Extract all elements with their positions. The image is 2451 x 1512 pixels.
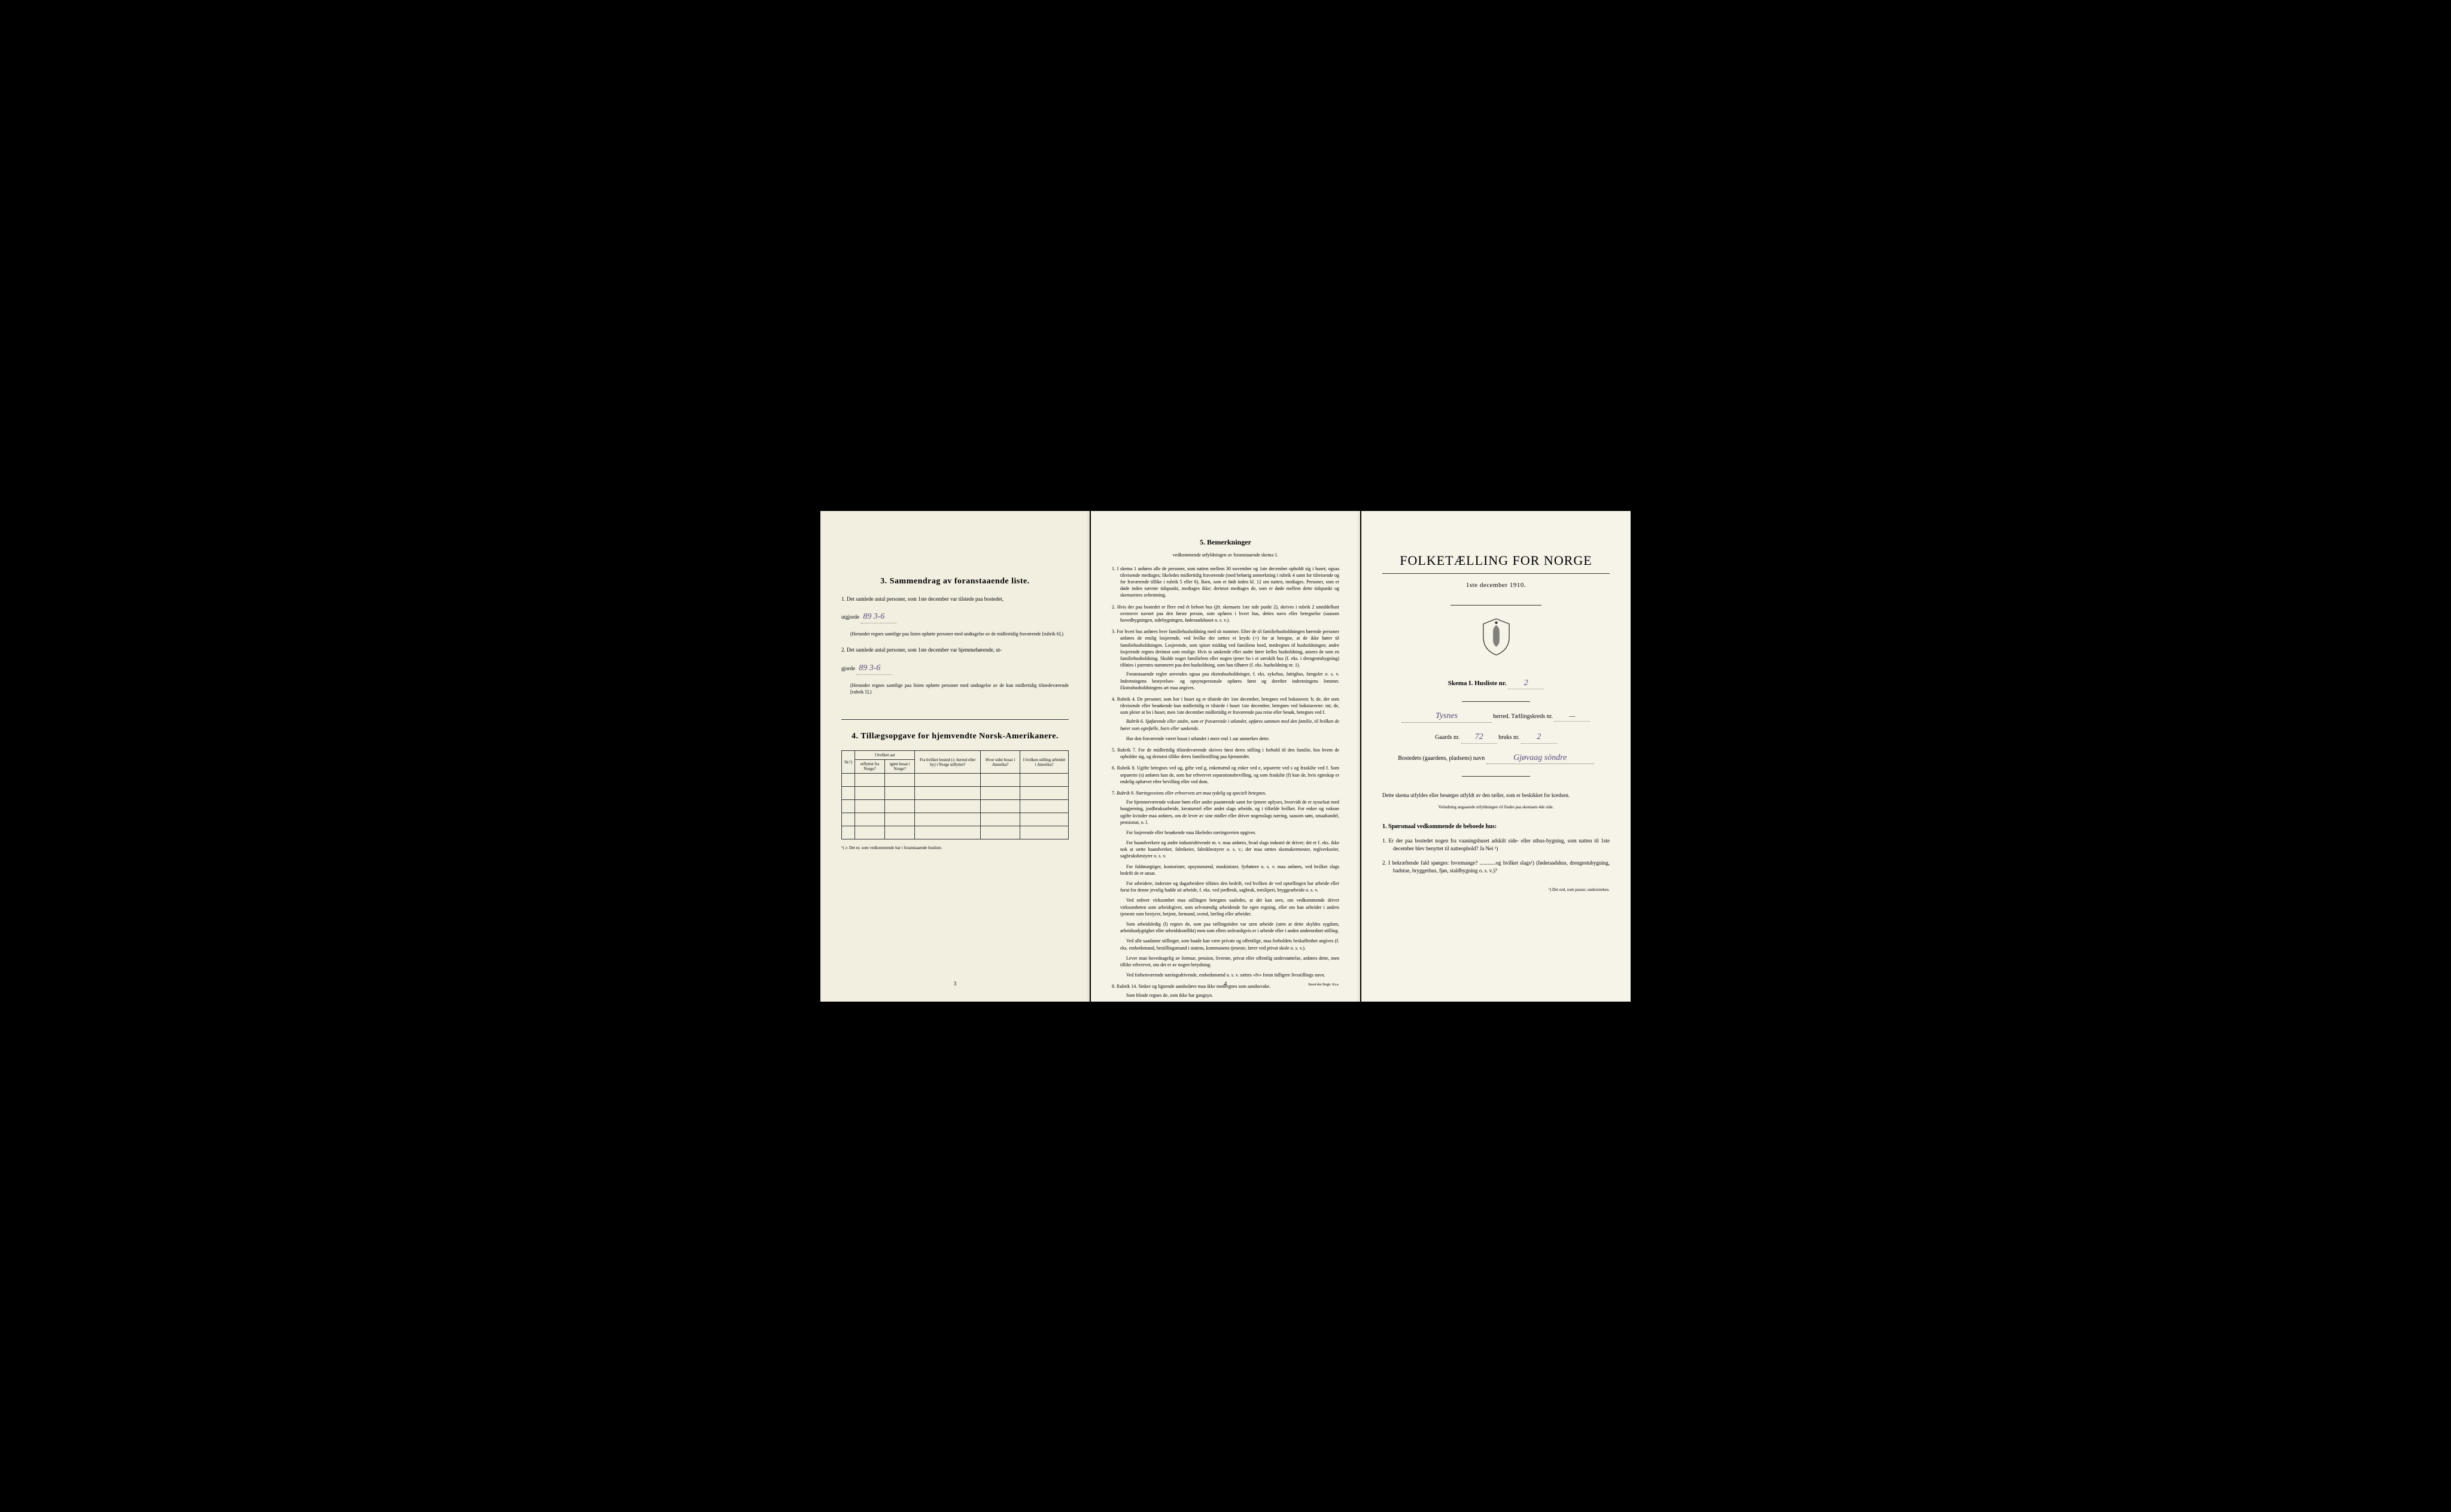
- main-title: FOLKETÆLLING FOR NORGE: [1382, 553, 1610, 568]
- instruction-text: Dette skema utfyldes eller besørges utfy…: [1382, 792, 1610, 800]
- col-group1: I hvilket aar: [855, 751, 915, 760]
- page3-footnote: ¹) Det ord, som passer, understrekes.: [1382, 887, 1610, 893]
- remarks-list: I skema 1 anføres alle de personer, som …: [1112, 565, 1339, 999]
- section5-subtitle: vedkommende utfyldningen av foranstaaend…: [1112, 552, 1339, 558]
- bosted-line: Bostedets (gaardens, pladsens) navn Gjøv…: [1382, 752, 1610, 765]
- question-header: 1. Spørsmaal vedkommende de beboede hus:: [1382, 823, 1610, 831]
- remark-6: Rubrik 8. Ugifte betegnes ved ug, gifte …: [1112, 765, 1339, 785]
- section3-heading: 3. Sammendrag av foranstaaende liste.: [841, 577, 1069, 586]
- table-row: [842, 774, 1069, 787]
- remark-5: Rubrik 7. For de midlertidig tilstedevær…: [1112, 747, 1339, 760]
- section4-footnote: ¹) ɔ: Det nr. som vedkommende har i fora…: [841, 845, 1069, 851]
- printer-mark: Steen'ske Bogtr. Kr.a.: [1308, 983, 1339, 987]
- kreds-value: —: [1554, 713, 1590, 722]
- item2-note: (Herunder regnes samtlige paa listen opf…: [850, 682, 1069, 695]
- herred-value: Tysnes: [1402, 710, 1492, 723]
- question-2: 2. I bekræftende fald spørges: hvormange…: [1382, 859, 1610, 875]
- section4-heading: 4. Tillægsopgave for hjemvendte Norsk-Am…: [841, 732, 1069, 741]
- gaard-value: 72: [1461, 731, 1497, 744]
- item2-text: 2. Det samlede antal personer, som 1ste …: [841, 646, 1069, 655]
- husliste-nr: 2: [1508, 677, 1544, 690]
- remark-3: For hvert hus anføres hver familiehushol…: [1112, 628, 1339, 691]
- bruks-value: 2: [1521, 731, 1557, 744]
- remark-2: Hvis der paa bostedet er flere end ét be…: [1112, 604, 1339, 624]
- item2-value-line: gjorde 89 3-6: [841, 662, 1069, 675]
- table-row: [842, 813, 1069, 826]
- coat-of-arms-icon: [1382, 617, 1610, 659]
- item2-value: 89 3-6: [856, 662, 892, 675]
- table-row: [842, 787, 1069, 800]
- item1-note: (Herunder regnes samtlige paa listen opf…: [850, 631, 1069, 637]
- bosted-value: Gjøvaag söndre: [1486, 752, 1594, 765]
- remark-4: Rubrik 4. De personer, som bor i huset o…: [1112, 696, 1339, 742]
- page-middle: 5. Bemerkninger vedkommende utfyldningen…: [1091, 511, 1360, 1002]
- table-row: [842, 800, 1069, 813]
- item1-value-line: utgjorde 89 3-6: [841, 610, 1069, 623]
- col4: I hvilken stilling arbeidet i Amerika?: [1020, 751, 1069, 774]
- census-date: 1ste december 1910.: [1382, 581, 1610, 590]
- remark-7: Rubrik 9. Næringsveiens eller erhvervets…: [1112, 790, 1339, 978]
- col1b: igjen bosat i Norge?: [884, 760, 914, 774]
- skema-line: Skema I. Husliste nr. 2: [1382, 677, 1610, 690]
- herred-line: Tysnes herred. Tællingskreds nr. —: [1382, 710, 1610, 723]
- amerikanere-table: Nr.¹) I hvilket aar Fra hvilket bosted (…: [841, 750, 1069, 839]
- item1-text: 1. Det samlede antal personer, som 1ste …: [841, 595, 1069, 604]
- page-number: 3: [954, 981, 957, 987]
- col2: Fra hvilket bosted (ɔ: herred eller by) …: [915, 751, 981, 774]
- remark-1: I skema 1 anføres alle de personer, som …: [1112, 565, 1339, 599]
- section5-heading: 5. Bemerkninger: [1112, 538, 1339, 547]
- col1a: utflyttet fra Norge?: [855, 760, 885, 774]
- col-nr: Nr.¹): [842, 751, 855, 774]
- page-number: 4: [1224, 981, 1227, 987]
- item1-value: 89 3-6: [860, 610, 896, 623]
- gaard-line: Gaards nr. 72 bruks nr. 2: [1382, 731, 1610, 744]
- page-left: 3. Sammendrag av foranstaaende liste. 1.…: [820, 511, 1090, 1002]
- table-row: [842, 826, 1069, 839]
- col3: Hvor sidst bosat i Amerika?: [981, 751, 1020, 774]
- page-right: FOLKETÆLLING FOR NORGE 1ste december 191…: [1361, 511, 1631, 1002]
- guidance-note: Veiledning angaaende utfyldningen vil fi…: [1382, 805, 1610, 811]
- question-1: 1. Er der paa bostedet nogen fra vaaning…: [1382, 837, 1610, 853]
